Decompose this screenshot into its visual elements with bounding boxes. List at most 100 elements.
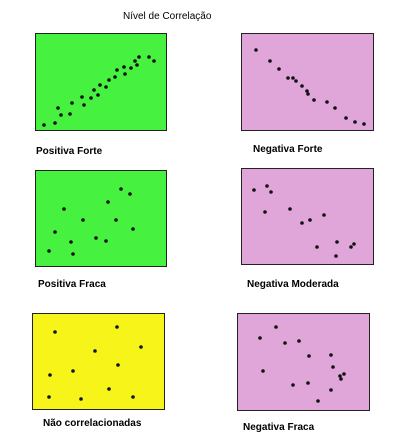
scatter-point xyxy=(261,369,265,373)
scatter-point xyxy=(70,101,74,105)
scatter-point xyxy=(59,113,63,117)
scatter-point xyxy=(331,365,335,369)
scatter-point xyxy=(104,239,108,243)
scatter-point xyxy=(294,79,298,83)
scatter-point xyxy=(306,92,310,96)
scatter-point xyxy=(106,200,110,204)
scatter-point xyxy=(94,236,98,240)
scatter-point xyxy=(62,207,66,211)
scatter-point xyxy=(47,395,51,399)
scatter-plot xyxy=(47,325,143,401)
scatter-point xyxy=(297,339,301,343)
scatter-point xyxy=(107,387,111,391)
scatter-point xyxy=(322,213,326,217)
scatter-point xyxy=(69,240,73,244)
scatter-point xyxy=(107,78,111,82)
scatter-point xyxy=(349,245,353,249)
scatter-point xyxy=(325,100,329,104)
caption-negativa-fraca: Negativa Fraca xyxy=(243,422,315,433)
scatter-point xyxy=(308,218,312,222)
caption-positiva-fraca: Positiva Fraca xyxy=(38,279,106,290)
scatter-panel-positiva-forte xyxy=(35,33,167,131)
scatter-point xyxy=(342,372,346,376)
caption-positiva-forte: Positiva Forte xyxy=(36,146,103,157)
scatter-point xyxy=(268,59,272,63)
scatter-point xyxy=(93,349,97,353)
scatter-point xyxy=(53,330,57,334)
scatter-plot xyxy=(42,55,156,127)
scatter-point xyxy=(114,218,118,222)
scatter-point xyxy=(338,374,342,378)
scatter-point xyxy=(80,95,84,99)
scatter-point xyxy=(288,207,292,211)
scatter-point xyxy=(316,399,320,403)
scatter-point xyxy=(258,336,262,340)
scatter-point xyxy=(254,48,258,52)
caption-nao-correlacionadas: Não correlacionadas xyxy=(43,418,142,429)
scatter-point xyxy=(339,377,343,381)
scatter-point xyxy=(329,353,333,357)
scatter-point xyxy=(119,187,123,191)
scatter-point xyxy=(147,55,151,59)
scatter-point xyxy=(352,242,356,246)
scatter-point xyxy=(71,369,75,373)
scatter-point xyxy=(306,381,310,385)
scatter-panel-negativa-fraca xyxy=(237,313,370,411)
scatter-point xyxy=(131,227,135,231)
scatter-point xyxy=(305,89,309,93)
scatter-point xyxy=(335,240,339,244)
scatter-point xyxy=(283,341,287,345)
scatter-point xyxy=(115,68,119,72)
scatter-point xyxy=(137,55,141,59)
scatter-point xyxy=(362,122,366,126)
scatter-panel-negativa-forte xyxy=(241,33,374,131)
scatter-point xyxy=(286,76,290,80)
scatter-panel-nao-correlacionadas xyxy=(32,313,165,410)
scatter-point xyxy=(122,65,126,69)
scatter-point xyxy=(291,76,295,80)
scatter-plot xyxy=(258,325,346,403)
scatter-point xyxy=(123,72,127,76)
scatter-point xyxy=(329,388,333,392)
scatter-point xyxy=(48,373,52,377)
scatter-point xyxy=(291,383,295,387)
scatter-point xyxy=(139,345,143,349)
scatter-point xyxy=(263,210,267,214)
scatter-point xyxy=(56,106,60,110)
scatter-point xyxy=(96,93,100,97)
scatter-point xyxy=(128,192,132,196)
scatter-point xyxy=(79,397,83,401)
scatter-point xyxy=(71,252,75,256)
scatter-point xyxy=(81,218,85,222)
scatter-point xyxy=(277,67,281,71)
scatter-point xyxy=(312,98,316,102)
scatter-panel-positiva-fraca xyxy=(35,170,167,267)
scatter-plot xyxy=(47,187,135,256)
scatter-point xyxy=(152,59,156,63)
scatter-point xyxy=(133,59,137,63)
scatter-point xyxy=(265,184,269,188)
scatter-point xyxy=(47,249,51,253)
scatter-point xyxy=(252,188,256,192)
scatter-point xyxy=(68,112,72,116)
scatter-point xyxy=(353,120,357,124)
scatter-point xyxy=(115,325,119,329)
scatter-point xyxy=(315,245,319,249)
scatter-point xyxy=(344,116,348,120)
scatter-point xyxy=(135,63,139,67)
scatter-point xyxy=(334,254,338,258)
scatter-point xyxy=(98,83,102,87)
scatter-point xyxy=(53,230,57,234)
scatter-panel-negativa-moderada xyxy=(241,168,374,265)
scatter-point xyxy=(42,123,46,127)
scatter-point xyxy=(113,75,117,79)
scatter-point xyxy=(269,190,273,194)
scatter-point xyxy=(82,103,86,107)
scatter-point xyxy=(104,85,108,89)
caption-negativa-forte: Negativa Forte xyxy=(253,144,323,155)
scatter-point xyxy=(131,395,135,399)
scatter-plot xyxy=(254,48,366,126)
scatter-point xyxy=(89,96,93,100)
scatter-point xyxy=(300,84,304,88)
scatter-point xyxy=(53,121,57,125)
